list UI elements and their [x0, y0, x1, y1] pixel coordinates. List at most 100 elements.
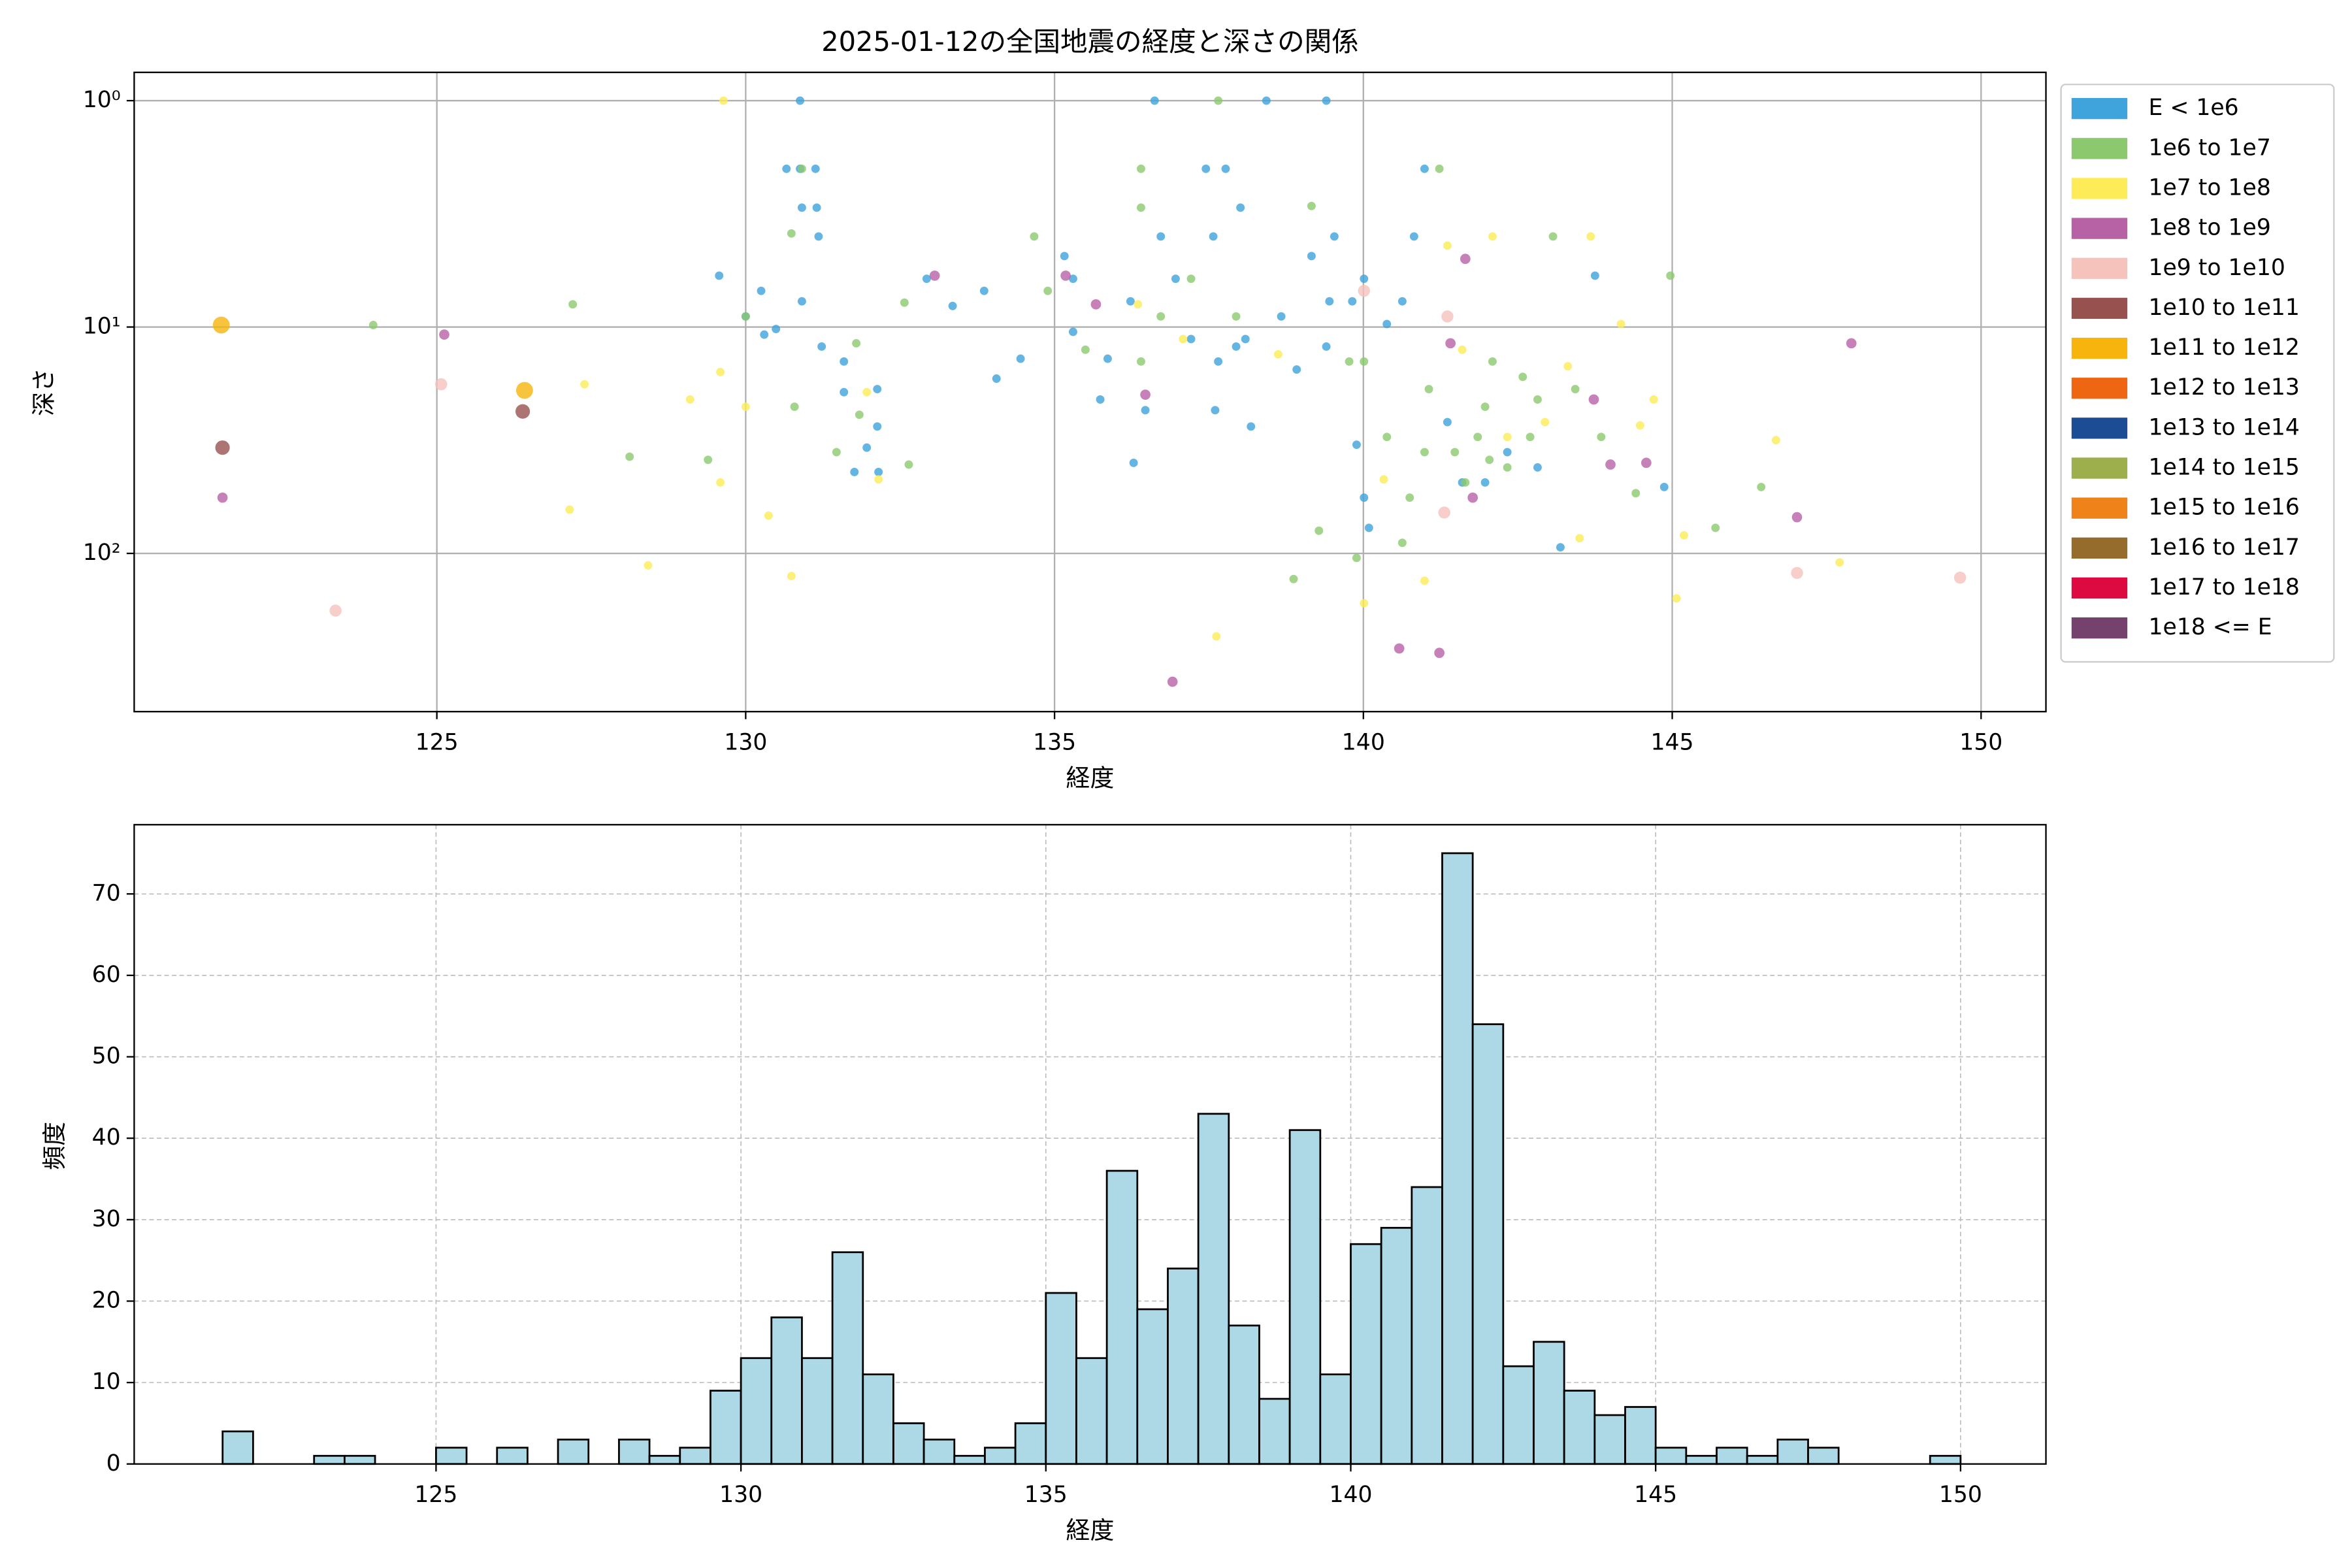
- point: [1141, 406, 1150, 415]
- legend-label: 1e14 to 1e15: [2148, 455, 2299, 481]
- bar: [1167, 1267, 1200, 1465]
- x-tick-label: 130: [724, 730, 767, 756]
- bar: [1929, 1454, 1962, 1465]
- point: [1405, 493, 1414, 502]
- point: [1835, 558, 1844, 567]
- point: [1771, 436, 1780, 445]
- bar: [1075, 1357, 1108, 1465]
- point: [855, 410, 864, 419]
- point: [1533, 463, 1542, 472]
- point: [787, 572, 796, 581]
- point: [1043, 286, 1053, 295]
- point: [1846, 338, 1857, 349]
- point: [852, 338, 861, 348]
- point: [1659, 482, 1669, 491]
- point: [1605, 459, 1616, 470]
- point: [1450, 448, 1460, 457]
- bar: [313, 1454, 346, 1465]
- point: [1382, 319, 1392, 329]
- point: [1156, 232, 1166, 241]
- legend-swatch: [2071, 537, 2128, 559]
- bar: [1685, 1454, 1718, 1465]
- point: [797, 164, 806, 173]
- point: [368, 321, 378, 329]
- point: [1292, 365, 1301, 374]
- point: [215, 440, 230, 455]
- point: [929, 270, 940, 281]
- x-tick-label: 150: [1939, 1482, 1982, 1508]
- legend-label: 1e15 to 1e16: [2148, 495, 2299, 521]
- point: [850, 468, 859, 476]
- point: [1441, 310, 1454, 323]
- bar: [740, 1357, 773, 1465]
- point: [1488, 357, 1497, 366]
- point: [1503, 448, 1512, 457]
- point: [565, 505, 574, 514]
- legend-label: 1e13 to 1e14: [2148, 414, 2299, 440]
- legend-swatch: [2071, 257, 2128, 279]
- point: [797, 203, 806, 212]
- point: [832, 448, 841, 457]
- point: [1641, 457, 1652, 468]
- point: [1201, 164, 1211, 173]
- point: [1214, 357, 1223, 366]
- point: [840, 387, 849, 397]
- legend-label: 1e6 to 1e7: [2148, 135, 2270, 161]
- point: [1060, 270, 1071, 281]
- x-tick-label: 125: [416, 730, 459, 756]
- point: [1467, 492, 1478, 503]
- point: [685, 395, 694, 404]
- point: [1420, 576, 1429, 585]
- bar: [1045, 1292, 1077, 1465]
- point: [1322, 96, 1331, 105]
- point: [1672, 594, 1681, 603]
- point: [1590, 271, 1599, 280]
- bar: [1746, 1454, 1779, 1465]
- point: [874, 475, 883, 484]
- bar: [892, 1422, 925, 1465]
- legend-swatch: [2071, 417, 2128, 439]
- bar: [1716, 1446, 1748, 1465]
- point: [1325, 297, 1334, 306]
- point: [1757, 482, 1766, 491]
- point: [1247, 422, 1256, 431]
- point: [1330, 232, 1339, 241]
- point: [1140, 389, 1151, 400]
- point: [757, 286, 766, 295]
- bars: [221, 852, 1962, 1465]
- point: [1503, 433, 1512, 442]
- legend-label: 1e8 to 1e9: [2148, 215, 2270, 241]
- point: [1711, 523, 1720, 532]
- point: [1352, 440, 1361, 449]
- bar: [1197, 1113, 1230, 1465]
- point: [904, 460, 913, 469]
- bar: [679, 1446, 711, 1465]
- point: [790, 402, 799, 412]
- point: [1409, 232, 1418, 241]
- point: [1461, 478, 1470, 487]
- point: [1136, 357, 1145, 366]
- points: [212, 96, 1967, 687]
- point: [1631, 489, 1641, 498]
- point: [764, 511, 773, 520]
- point: [840, 357, 849, 366]
- point: [329, 604, 342, 617]
- point: [1345, 357, 1354, 366]
- point: [1211, 406, 1220, 415]
- point: [1212, 632, 1221, 641]
- point: [1358, 284, 1370, 297]
- legend-label: E < 1e6: [2148, 95, 2238, 121]
- point: [1571, 385, 1580, 394]
- x-tick-label: 135: [1024, 1482, 1068, 1508]
- legend-label: 1e17 to 1e18: [2148, 574, 2299, 600]
- axes: 125 130 135 140 145 150 0 10 20 30 40 50 60 70: [92, 825, 2046, 1508]
- point: [644, 561, 653, 570]
- point: [1069, 327, 1077, 336]
- legend-swatch: [2071, 337, 2128, 359]
- point: [814, 232, 823, 241]
- point: [979, 286, 988, 295]
- point: [772, 325, 781, 333]
- point: [1458, 345, 1467, 354]
- point: [1232, 342, 1241, 351]
